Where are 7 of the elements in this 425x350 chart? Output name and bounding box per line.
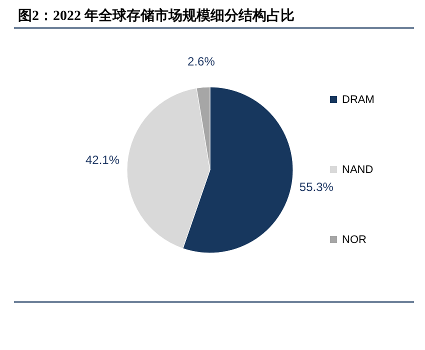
- chart-title: 图2：2022 年全球存储市场规模细分结构占比: [18, 7, 294, 24]
- legend-label: NAND: [342, 164, 374, 176]
- data-label: 42.1%: [85, 153, 120, 168]
- data-label: 2.6%: [188, 54, 216, 69]
- legend-label: NOR: [342, 234, 366, 246]
- legend-label: DRAM: [342, 94, 374, 106]
- data-label: 55.3%: [299, 180, 334, 194]
